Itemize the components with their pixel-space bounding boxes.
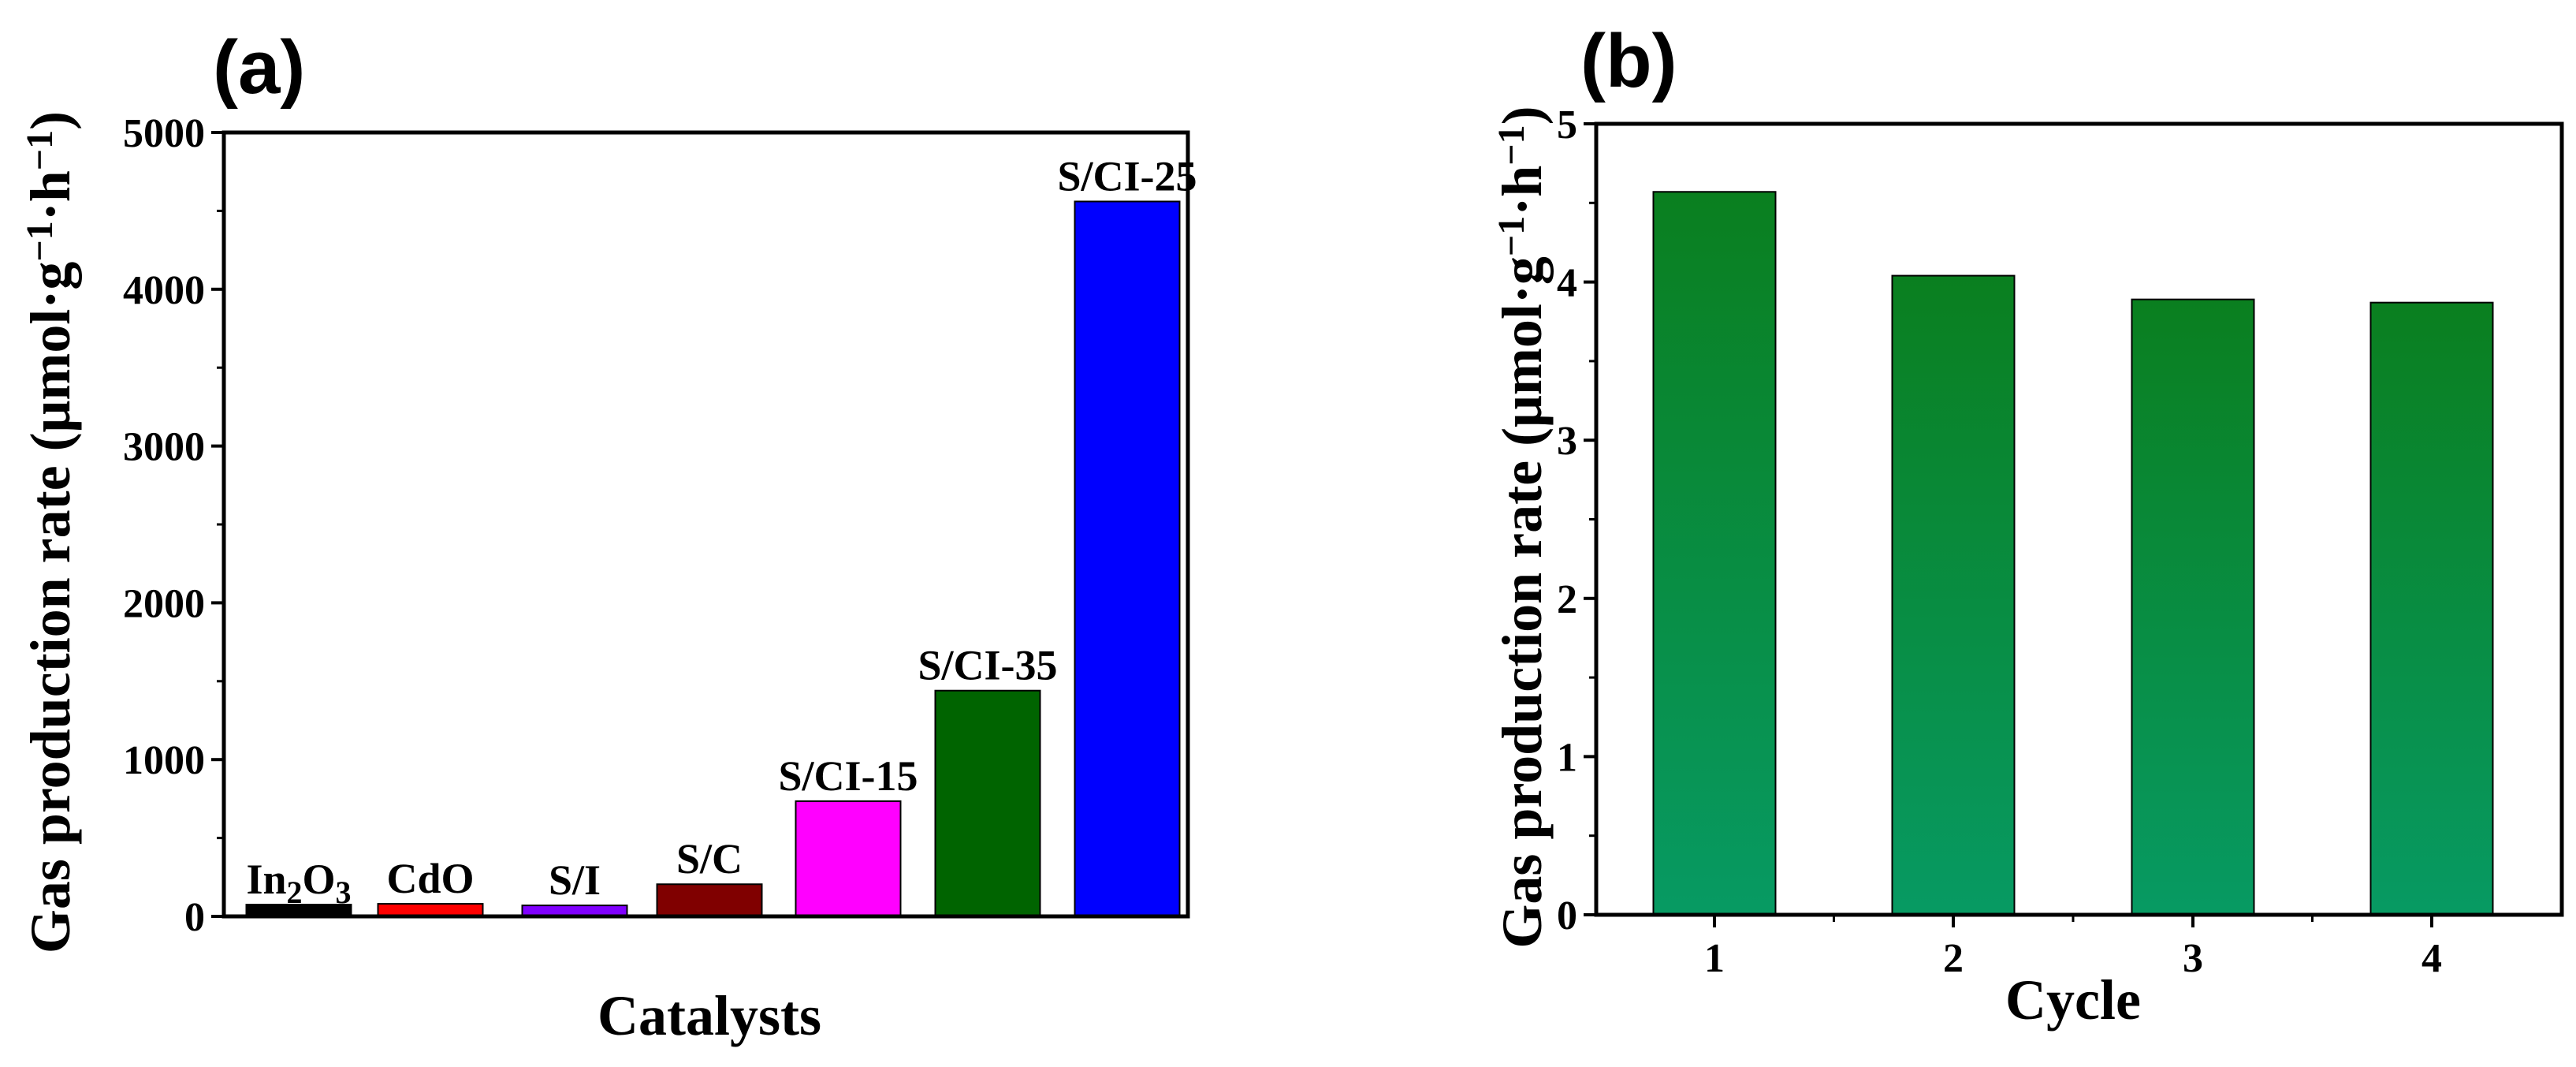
panel-a-ytick-label: 4000 bbox=[123, 268, 205, 313]
panel-a-bar-s-ci-35 bbox=[934, 689, 1041, 918]
panel-a-x-axis-title: Catalysts bbox=[597, 984, 821, 1047]
panel-b-ytick-label: 2 bbox=[1557, 577, 1577, 622]
panel-b-bar-2 bbox=[1891, 274, 2016, 916]
panel-a-axes-frame bbox=[221, 130, 1190, 919]
panel-b-ytick-label: 3 bbox=[1557, 419, 1577, 464]
panel-b-xtick-label: 2 bbox=[1943, 936, 1964, 981]
panel-b-xtick-label: 4 bbox=[2422, 936, 2442, 981]
panel-a-bar-s-ci-15 bbox=[795, 800, 902, 918]
panel-b-xtick-label: 3 bbox=[2183, 936, 2203, 981]
panel-a-chart: (a) In2O3 CdO S/I S/C S/CI-15 S/CI-35 S/CI-25 0 1… bbox=[19, 25, 1197, 1047]
panel-a-ytick-label: 3000 bbox=[123, 425, 205, 470]
panel-b-chart: (b) 0 1 2 3 4 5 1 2 3 4 Cycle Gas production rate (μ… bbox=[1491, 19, 2564, 1032]
panel-b-bar-1 bbox=[1652, 191, 1777, 916]
panel-b-ytick-label: 1 bbox=[1557, 735, 1577, 780]
panel-a-y-axis-title: Gas production rate (μmol·g−1·h−1) bbox=[19, 111, 82, 953]
panel-a-ytick-label: 2000 bbox=[123, 581, 205, 626]
panel-a-bar-label: S/CI-15 bbox=[778, 752, 918, 800]
panel-a-bar-s-c bbox=[656, 883, 763, 917]
panel-a-bar-label: S/CI-25 bbox=[1057, 152, 1197, 200]
panel-a-ytick-label: 5000 bbox=[123, 111, 205, 156]
panel-b-bar-4 bbox=[2369, 301, 2494, 916]
panel-a-bar-s-ci-25 bbox=[1074, 200, 1181, 918]
panel-b-xtick-label: 1 bbox=[1704, 936, 1725, 981]
panel-b-ytick-label: 4 bbox=[1557, 261, 1577, 306]
panel-a-bar-label: S/CI-35 bbox=[918, 642, 1057, 689]
panel-b-y-axis-title: Gas production rate (μmol·g−1·h−1) bbox=[1491, 106, 1554, 948]
panel-a-ytick-label: 1000 bbox=[123, 738, 205, 783]
panel-b-panel-label: (b) bbox=[1580, 19, 1677, 103]
panel-a-ytick-label: 0 bbox=[184, 895, 205, 940]
panel-a-bar-label: In2O3 bbox=[246, 856, 351, 910]
panel-a-bar-label: S/I bbox=[549, 856, 601, 904]
panel-a-panel-label: (a) bbox=[213, 25, 305, 110]
panel-b-ytick-label: 0 bbox=[1557, 894, 1577, 938]
panel-a-bar-label: S/C bbox=[676, 835, 743, 882]
panel-b-x-axis-title: Cycle bbox=[2005, 968, 2141, 1032]
panel-b-bar-3 bbox=[2131, 298, 2255, 916]
panel-b-ytick-label: 5 bbox=[1557, 103, 1577, 147]
panel-a-bar-label: CdO bbox=[386, 855, 474, 902]
